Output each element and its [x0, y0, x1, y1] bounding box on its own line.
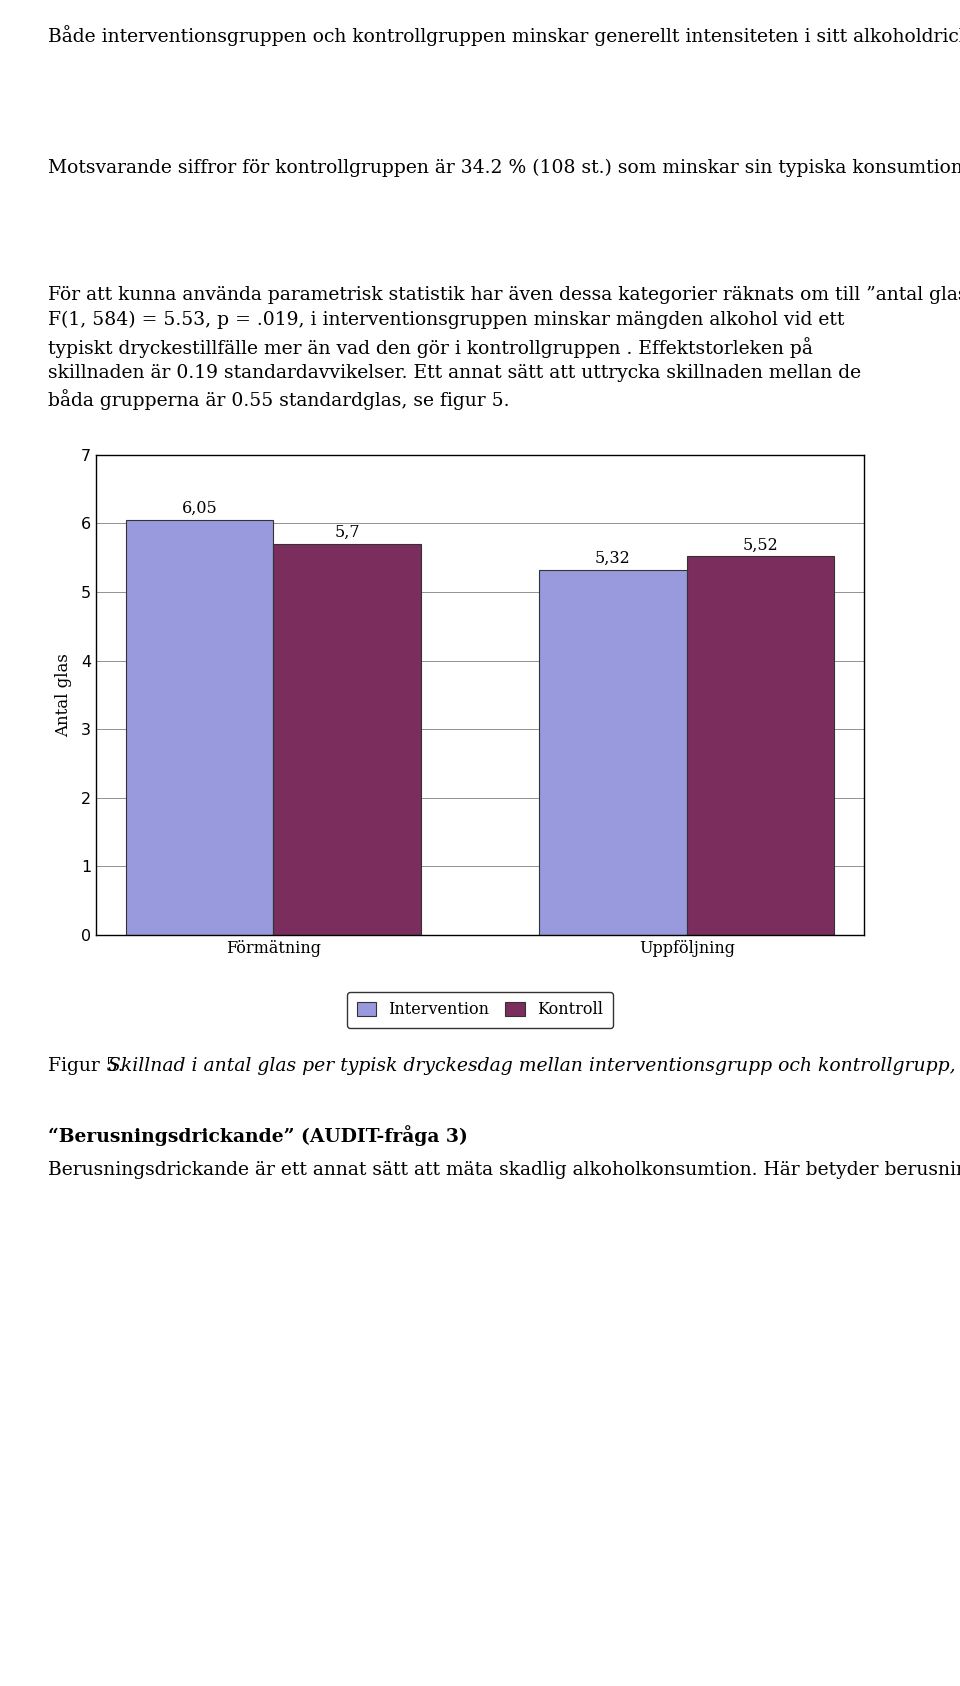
Text: Skillnad i antal glas per typisk dryckesdag mellan interventionsgrupp och kontro: Skillnad i antal glas per typisk dryckes…: [108, 1057, 960, 1076]
Text: 5,32: 5,32: [595, 550, 631, 566]
Text: Berusningsdrickande är ett annat sätt att mäta skadlig alkoholkonsumtion. Här be: Berusningsdrickande är ett annat sätt at…: [48, 1158, 960, 1179]
Y-axis label: Antal glas: Antal glas: [56, 652, 73, 737]
Legend: Intervention, Kontroll: Intervention, Kontroll: [347, 991, 613, 1028]
Text: “Berusningsdrickande” (AUDIT-fråga 3): “Berusningsdrickande” (AUDIT-fråga 3): [48, 1125, 468, 1146]
Text: Motsvarande siffror för kontrollgruppen är 34.2 % (108 st.) som minskar sin typi: Motsvarande siffror för kontrollgruppen …: [48, 155, 960, 177]
Bar: [686, 556, 834, 934]
Text: Både interventionsgruppen och kontrollgruppen minskar generellt intensiteten i s: Både interventionsgruppen och kontrollgr…: [48, 25, 960, 46]
Text: 5,7: 5,7: [334, 524, 360, 541]
Bar: [126, 519, 274, 934]
Text: Figur 5.: Figur 5.: [48, 1057, 130, 1076]
Text: 6,05: 6,05: [181, 501, 217, 518]
Text: 5,52: 5,52: [743, 536, 779, 553]
Bar: [274, 545, 420, 934]
Bar: [540, 570, 686, 934]
Text: För att kunna använda parametrisk statistik har även dessa kategorier räknats om: För att kunna använda parametrisk statis…: [48, 287, 960, 410]
